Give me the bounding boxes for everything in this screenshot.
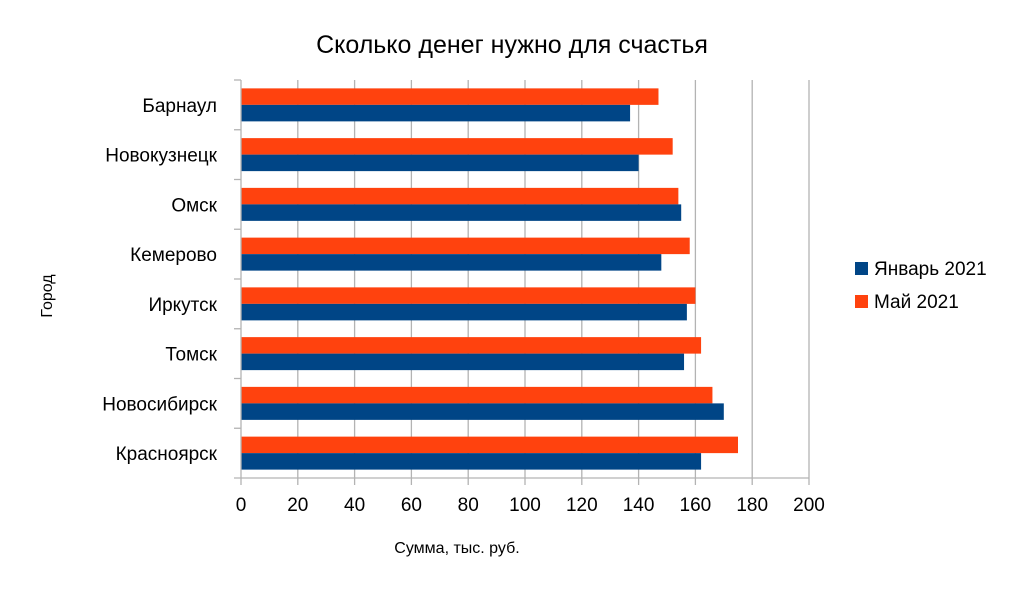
legend-swatch xyxy=(855,295,868,308)
bar-may-2021 xyxy=(241,337,702,354)
bar-january-2021 xyxy=(241,453,702,470)
bar-may-2021 xyxy=(241,88,659,105)
y-tick-label: Омск xyxy=(171,195,217,216)
legend-label: Январь 2021 xyxy=(874,259,987,280)
bar-may-2021 xyxy=(241,287,696,304)
legend-label: Май 2021 xyxy=(874,292,959,313)
bar-january-2021 xyxy=(241,303,687,321)
y-tick-label: Томск xyxy=(165,345,217,366)
x-tick-label: 0 xyxy=(236,495,247,516)
y-tick-label: Красноярск xyxy=(116,444,218,465)
y-tick-label: Новокузнецк xyxy=(105,146,217,167)
bar-january-2021 xyxy=(241,353,685,371)
legend-swatch xyxy=(855,262,868,275)
bar-may-2021 xyxy=(241,436,738,454)
bar-may-2021 xyxy=(241,138,673,155)
bars xyxy=(241,88,738,470)
x-tick-label: 140 xyxy=(623,495,655,516)
bar-january-2021 xyxy=(241,104,631,122)
x-tick-label: 160 xyxy=(680,495,712,516)
bar-may-2021 xyxy=(241,237,690,255)
bar-january-2021 xyxy=(241,154,639,172)
y-tick-label: Кемерово xyxy=(130,245,217,266)
x-axis-label: Сумма, тыс. руб. xyxy=(394,540,519,557)
bar-may-2021 xyxy=(241,187,679,205)
y-axis-label: Город xyxy=(39,274,56,318)
y-tick-label: Барнаул xyxy=(142,96,217,117)
bar-may-2021 xyxy=(241,386,713,404)
x-tick-label: 200 xyxy=(793,495,825,516)
legend: Январь 2021 Май 2021 xyxy=(855,259,987,313)
x-tick-label: 20 xyxy=(287,495,308,516)
x-tick-label: 120 xyxy=(566,495,598,516)
y-tick-label: Новосибирск xyxy=(102,394,217,415)
y-tick-label: Иркутск xyxy=(148,295,217,316)
bar-january-2021 xyxy=(241,403,724,420)
axes: 0 20 40 60 80 100 120 140 160 180 200 Барнаул Новоку… xyxy=(102,79,825,516)
x-tick-label: 60 xyxy=(401,495,422,516)
bar-january-2021 xyxy=(241,254,662,271)
x-tick-label: 100 xyxy=(509,495,541,516)
chart-title: Сколько денег нужно для счастья xyxy=(316,31,708,59)
x-tick-label: 40 xyxy=(344,495,365,516)
bar-january-2021 xyxy=(241,204,682,221)
x-tick-label: 80 xyxy=(458,495,479,516)
x-tick-label: 180 xyxy=(736,495,768,516)
